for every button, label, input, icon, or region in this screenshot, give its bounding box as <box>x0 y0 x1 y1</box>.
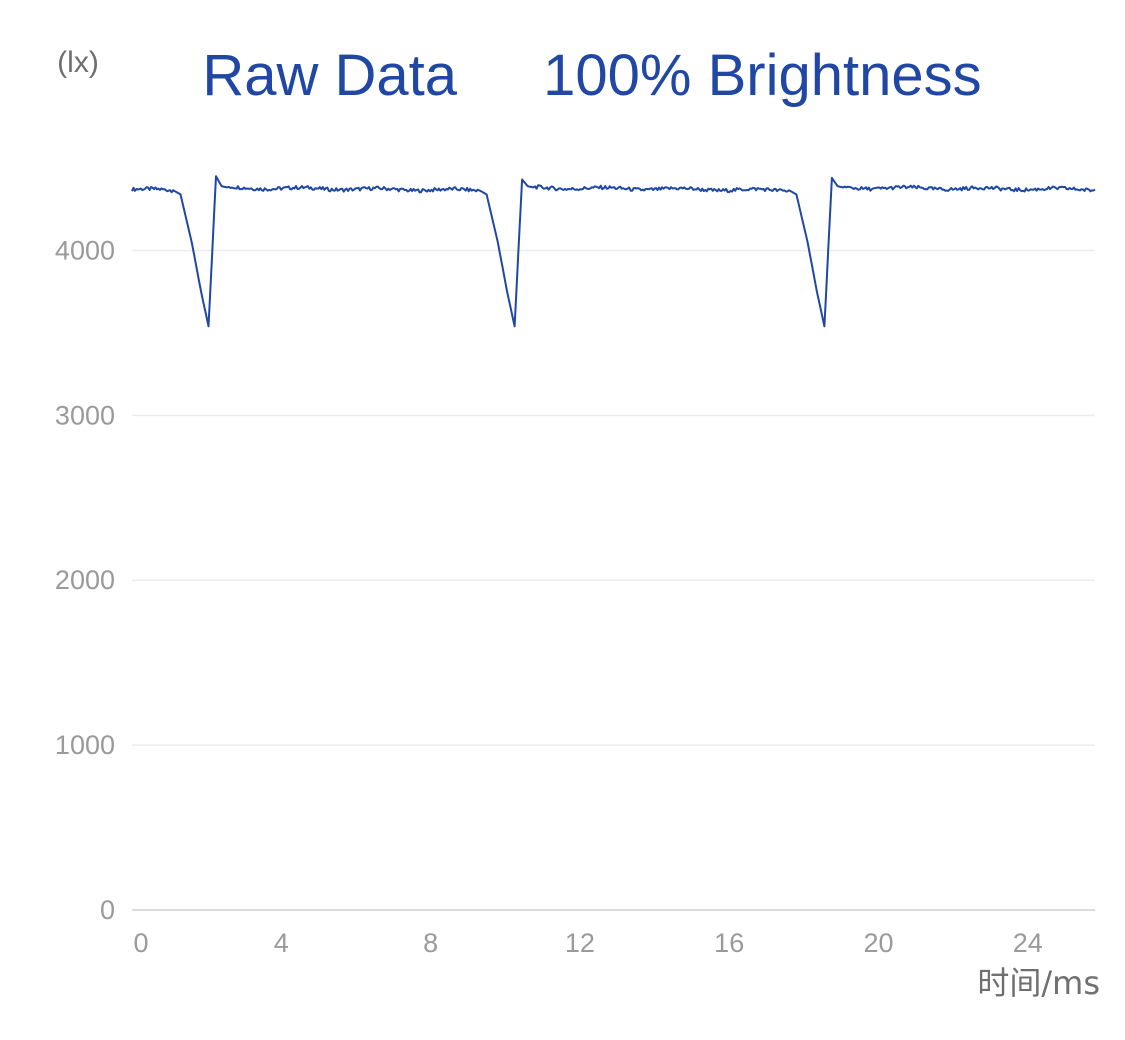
y-axis-unit: (lx) <box>57 46 99 79</box>
series-group <box>131 175 1096 328</box>
y-tick-label: 1000 <box>55 730 115 760</box>
x-tick-label: 8 <box>423 928 438 958</box>
x-tick-label: 24 <box>1013 928 1043 958</box>
y-tick-label: 3000 <box>55 400 115 430</box>
x-tick-label: 4 <box>274 928 289 958</box>
chart-title-part-1: Raw Data <box>202 43 457 108</box>
y-tick-label: 4000 <box>55 235 115 265</box>
x-tick-label: 16 <box>714 928 744 958</box>
x-tick-labels: 0 4 8 12 16 20 24 <box>133 928 1042 958</box>
x-axis-label: 时间/ms <box>977 964 1100 1002</box>
x-tick-label: 12 <box>565 928 595 958</box>
chart-title-part-2: 100% Brightness <box>543 43 981 108</box>
y-tick-labels: 0 1000 2000 3000 4000 <box>55 235 115 925</box>
x-tick-label: 20 <box>863 928 893 958</box>
y-tick-label: 0 <box>100 895 115 925</box>
chart-title: Raw Data 100% Brightness <box>202 43 981 108</box>
series-line-1 <box>131 175 1096 328</box>
x-tick-label: 0 <box>133 928 148 958</box>
grid <box>132 249 1095 911</box>
y-tick-label: 2000 <box>55 565 115 595</box>
